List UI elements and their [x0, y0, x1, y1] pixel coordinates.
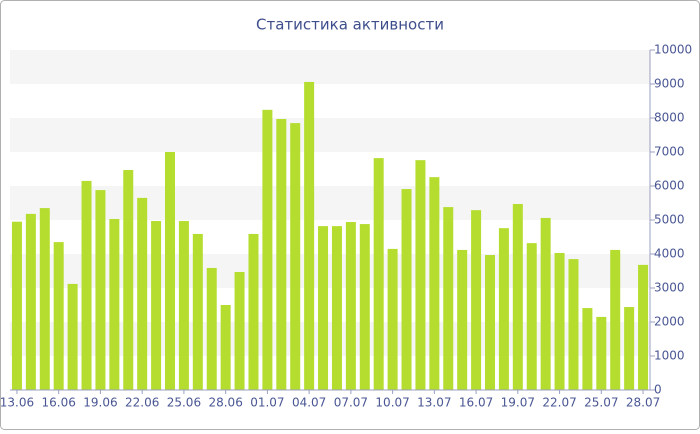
bar	[206, 267, 217, 390]
y-tick-label: 7000	[654, 145, 685, 159]
bar	[554, 252, 565, 390]
bar	[11, 221, 22, 390]
bar	[471, 210, 482, 390]
y-tick-label: 2000	[654, 315, 685, 329]
bar	[387, 248, 398, 390]
bar	[457, 249, 468, 390]
bar	[81, 180, 92, 390]
grid-band	[10, 118, 650, 152]
x-tick-label: 19.06	[83, 396, 117, 410]
x-tick-label: 16.07	[459, 396, 493, 410]
bar	[512, 204, 523, 390]
bar	[582, 308, 593, 390]
bar	[429, 177, 440, 390]
x-tick-label: 10.07	[375, 396, 409, 410]
bar	[526, 243, 537, 390]
bar	[53, 242, 64, 390]
bar	[373, 158, 384, 390]
bar	[192, 233, 203, 390]
bar	[443, 207, 454, 390]
bar	[638, 264, 649, 390]
bar	[234, 272, 245, 390]
bar	[359, 224, 370, 390]
bar	[401, 189, 412, 390]
x-tick-label: 07.07	[334, 396, 368, 410]
bar	[596, 316, 607, 390]
y-tick-label: 9000	[654, 77, 685, 91]
y-tick-label: 5000	[654, 213, 685, 227]
grid-band	[10, 186, 650, 220]
bar	[568, 259, 579, 390]
y-tick-label: 8000	[654, 111, 685, 125]
bar	[248, 233, 259, 390]
bar	[25, 213, 36, 390]
grid-band	[10, 254, 650, 288]
bar	[39, 208, 50, 390]
bar	[137, 197, 148, 390]
bar	[290, 123, 301, 390]
grid-band	[10, 50, 650, 84]
bar	[485, 255, 495, 390]
x-tick-label: 13.06	[0, 396, 34, 410]
x-tick-label: 19.07	[501, 396, 535, 410]
y-tick-label: 3000	[654, 281, 685, 295]
bar	[415, 160, 426, 390]
x-tick-label: 13.07	[417, 396, 451, 410]
x-tick-label: 28.07	[626, 396, 660, 410]
y-tick-label: 0	[654, 383, 662, 397]
bar	[318, 226, 329, 390]
bar	[610, 249, 621, 390]
x-tick-label: 28.06	[208, 396, 242, 410]
x-tick-label: 16.06	[42, 396, 76, 410]
bar	[262, 109, 273, 390]
bar	[178, 221, 189, 390]
grid-band	[10, 322, 650, 356]
x-tick-label: 04.07	[292, 396, 326, 410]
x-tick-label: 01.07	[250, 396, 284, 410]
bar	[165, 152, 175, 390]
bar	[624, 307, 635, 390]
y-tick-label: 1000	[654, 349, 685, 363]
y-tick-label: 4000	[654, 247, 685, 261]
chart-title: Статистика активности	[256, 16, 444, 34]
bar	[151, 221, 162, 390]
bar	[95, 190, 106, 390]
bar	[67, 283, 78, 390]
bar	[304, 81, 315, 391]
bar	[123, 170, 134, 390]
x-tick-label: 25.07	[584, 396, 618, 410]
y-tick-label: 10000	[654, 43, 692, 57]
bar	[498, 228, 509, 390]
x-tick-label: 25.06	[167, 396, 201, 410]
bar	[540, 217, 551, 390]
x-tick-label: 22.06	[125, 396, 159, 410]
bar	[345, 222, 356, 390]
x-tick-label: 22.07	[542, 396, 576, 410]
bar	[276, 119, 287, 391]
bar	[220, 305, 231, 390]
bar	[109, 218, 120, 390]
bar	[331, 226, 342, 390]
y-tick-label: 6000	[654, 179, 685, 193]
